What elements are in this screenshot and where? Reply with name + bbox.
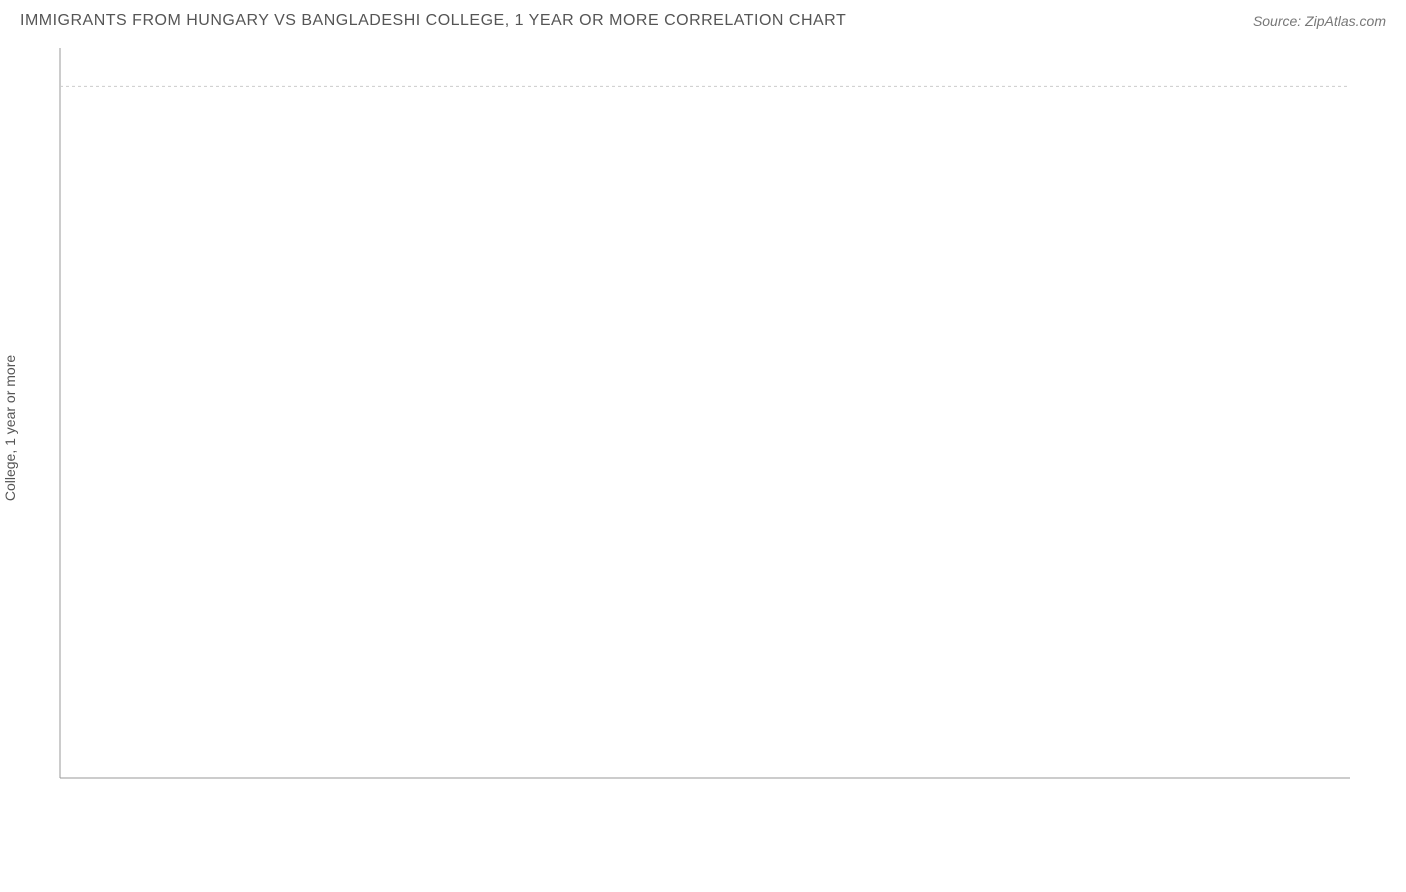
chart-container: College, 1 year or more (20, 38, 1386, 818)
y-axis-label: College, 1 year or more (2, 355, 18, 501)
source-label: Source: ZipAtlas.com (1253, 13, 1386, 29)
scatter-chart (20, 38, 1386, 818)
chart-header: IMMIGRANTS FROM HUNGARY VS BANGLADESHI C… (0, 0, 1406, 38)
bottom-legend (0, 818, 1406, 824)
chart-title: IMMIGRANTS FROM HUNGARY VS BANGLADESHI C… (20, 12, 846, 30)
